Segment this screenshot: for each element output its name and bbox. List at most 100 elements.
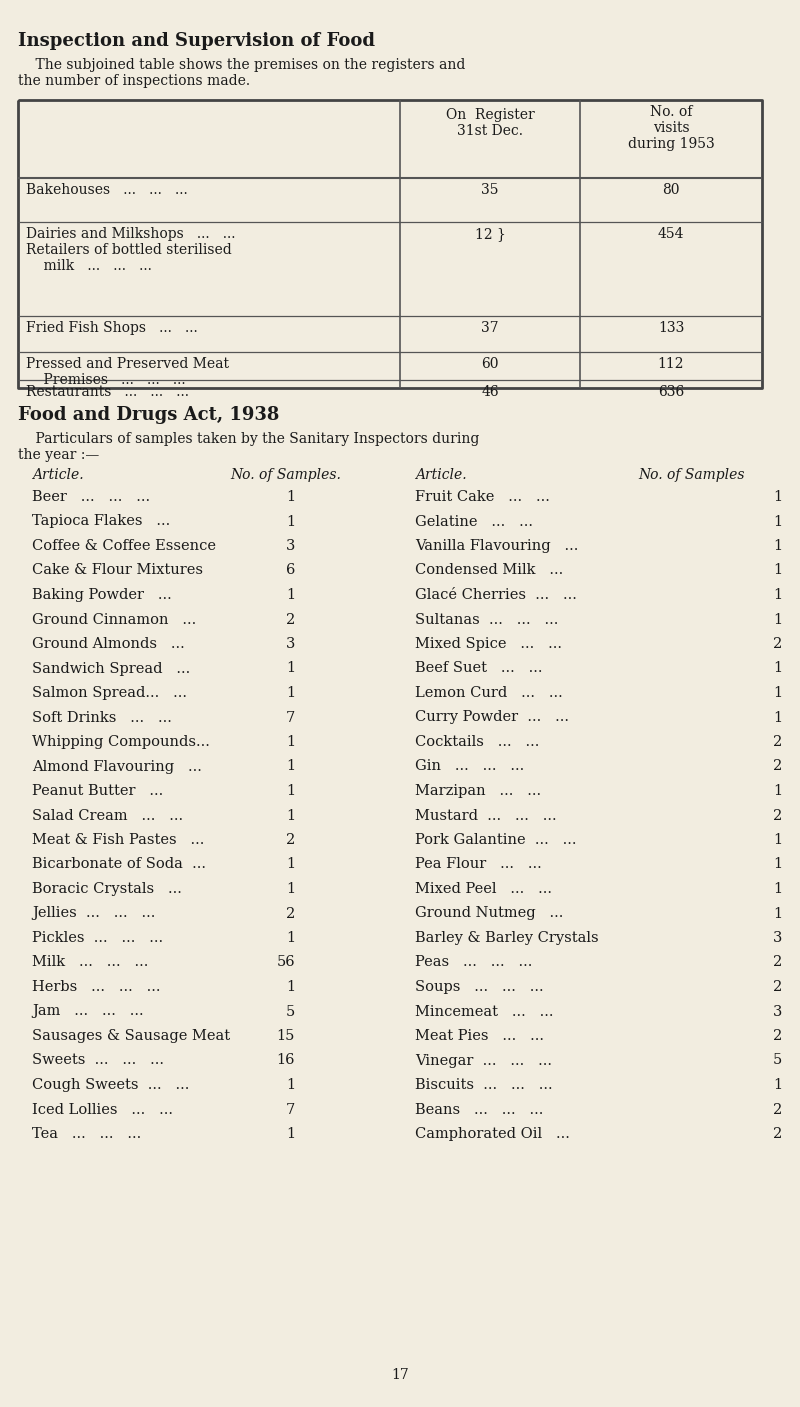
- Text: 1: 1: [286, 734, 295, 749]
- Text: 1: 1: [773, 906, 782, 920]
- Text: 1: 1: [286, 981, 295, 993]
- Text: Beer   ...   ...   ...: Beer ... ... ...: [32, 490, 150, 504]
- Text: No. of Samples: No. of Samples: [638, 469, 745, 483]
- Text: 1: 1: [286, 661, 295, 675]
- Text: The subjoined table shows the premises on the registers and: The subjoined table shows the premises o…: [18, 58, 466, 72]
- Text: Soups   ...   ...   ...: Soups ... ... ...: [415, 981, 544, 993]
- Text: 2: 2: [773, 981, 782, 993]
- Text: 56: 56: [276, 955, 295, 969]
- Text: Sausages & Sausage Meat: Sausages & Sausage Meat: [32, 1029, 230, 1043]
- Text: Ground Almonds   ...: Ground Almonds ...: [32, 637, 185, 651]
- Text: Mixed Peel   ...   ...: Mixed Peel ... ...: [415, 882, 552, 896]
- Text: 5: 5: [286, 1005, 295, 1019]
- Text: 1: 1: [286, 784, 295, 798]
- Text: 3: 3: [773, 1005, 782, 1019]
- Text: Bakehouses   ...   ...   ...: Bakehouses ... ... ...: [26, 183, 188, 197]
- Text: 1: 1: [773, 490, 782, 504]
- Text: 1: 1: [286, 1078, 295, 1092]
- Text: No. of
visits
during 1953: No. of visits during 1953: [628, 106, 714, 152]
- Text: 15: 15: [277, 1029, 295, 1043]
- Text: Salmon Spread...   ...: Salmon Spread... ...: [32, 687, 187, 701]
- Text: Cake & Flour Mixtures: Cake & Flour Mixtures: [32, 563, 203, 577]
- Text: 6: 6: [286, 563, 295, 577]
- Text: Camphorated Oil   ...: Camphorated Oil ...: [415, 1127, 570, 1141]
- Text: 2: 2: [773, 734, 782, 749]
- Text: 1: 1: [773, 563, 782, 577]
- Text: 17: 17: [391, 1368, 409, 1382]
- Text: 2: 2: [773, 1029, 782, 1043]
- Text: Meat & Fish Pastes   ...: Meat & Fish Pastes ...: [32, 833, 204, 847]
- Text: Biscuits  ...   ...   ...: Biscuits ... ... ...: [415, 1078, 553, 1092]
- Text: 3: 3: [286, 637, 295, 651]
- Text: 133: 133: [658, 321, 684, 335]
- Text: 46: 46: [481, 386, 499, 400]
- Text: 1: 1: [286, 760, 295, 774]
- Text: Inspection and Supervision of Food: Inspection and Supervision of Food: [18, 32, 375, 51]
- Text: On  Register
31st Dec.: On Register 31st Dec.: [446, 108, 534, 138]
- Text: 1: 1: [286, 931, 295, 946]
- Text: Fruit Cake   ...   ...: Fruit Cake ... ...: [415, 490, 550, 504]
- Text: Pea Flour   ...   ...: Pea Flour ... ...: [415, 857, 542, 871]
- Text: Cocktails   ...   ...: Cocktails ... ...: [415, 734, 539, 749]
- Text: Jam   ...   ...   ...: Jam ... ... ...: [32, 1005, 144, 1019]
- Text: 16: 16: [277, 1054, 295, 1068]
- Text: Vanilla Flavouring   ...: Vanilla Flavouring ...: [415, 539, 578, 553]
- Text: Tea   ...   ...   ...: Tea ... ... ...: [32, 1127, 142, 1141]
- Text: 7: 7: [286, 711, 295, 725]
- Text: 1: 1: [286, 515, 295, 529]
- Text: Mincemeat   ...   ...: Mincemeat ... ...: [415, 1005, 554, 1019]
- Text: 1: 1: [773, 588, 782, 602]
- Text: 1: 1: [773, 711, 782, 725]
- Text: 2: 2: [773, 1103, 782, 1117]
- Text: Ground Nutmeg   ...: Ground Nutmeg ...: [415, 906, 563, 920]
- Text: 2: 2: [286, 833, 295, 847]
- Text: 454: 454: [658, 227, 684, 241]
- Text: 2: 2: [773, 809, 782, 823]
- Text: Barley & Barley Crystals: Barley & Barley Crystals: [415, 931, 598, 946]
- Text: Sultanas  ...   ...   ...: Sultanas ... ... ...: [415, 612, 558, 626]
- Text: 2: 2: [286, 612, 295, 626]
- Text: Cough Sweets  ...   ...: Cough Sweets ... ...: [32, 1078, 190, 1092]
- Text: Gelatine   ...   ...: Gelatine ... ...: [415, 515, 533, 529]
- Text: 1: 1: [286, 1127, 295, 1141]
- Text: Peanut Butter   ...: Peanut Butter ...: [32, 784, 163, 798]
- Text: Vinegar  ...   ...   ...: Vinegar ... ... ...: [415, 1054, 552, 1068]
- Text: 636: 636: [658, 386, 684, 400]
- Text: 7: 7: [286, 1103, 295, 1117]
- Text: Article.: Article.: [32, 469, 84, 483]
- Text: Baking Powder   ...: Baking Powder ...: [32, 588, 172, 602]
- Text: 2: 2: [773, 637, 782, 651]
- Text: Glacé Cherries  ...   ...: Glacé Cherries ... ...: [415, 588, 577, 602]
- Text: 35: 35: [482, 183, 498, 197]
- Text: 2: 2: [773, 955, 782, 969]
- Text: Sandwich Spread   ...: Sandwich Spread ...: [32, 661, 190, 675]
- Text: Mixed Spice   ...   ...: Mixed Spice ... ...: [415, 637, 562, 651]
- Text: 1: 1: [286, 882, 295, 896]
- Text: the number of inspections made.: the number of inspections made.: [18, 75, 250, 89]
- Text: Boracic Crystals   ...: Boracic Crystals ...: [32, 882, 182, 896]
- Text: 5: 5: [773, 1054, 782, 1068]
- Text: 1: 1: [286, 809, 295, 823]
- Text: 1: 1: [773, 857, 782, 871]
- Text: Particulars of samples taken by the Sanitary Inspectors during: Particulars of samples taken by the Sani…: [18, 432, 479, 446]
- Text: Bicarbonate of Soda  ...: Bicarbonate of Soda ...: [32, 857, 206, 871]
- Text: Sweets  ...   ...   ...: Sweets ... ... ...: [32, 1054, 164, 1068]
- Text: 60: 60: [482, 357, 498, 371]
- Text: Almond Flavouring   ...: Almond Flavouring ...: [32, 760, 202, 774]
- Text: the year :—: the year :—: [18, 447, 99, 461]
- Text: Whipping Compounds...: Whipping Compounds...: [32, 734, 210, 749]
- Text: 1: 1: [286, 490, 295, 504]
- Text: 1: 1: [773, 784, 782, 798]
- Text: 1: 1: [773, 515, 782, 529]
- Text: Dairies and Milkshops   ...   ...
Retailers of bottled sterilised
    milk   ...: Dairies and Milkshops ... ... Retailers …: [26, 227, 235, 273]
- Text: 1: 1: [773, 539, 782, 553]
- Text: Beans   ...   ...   ...: Beans ... ... ...: [415, 1103, 543, 1117]
- Text: 1: 1: [286, 687, 295, 701]
- Text: 2: 2: [286, 906, 295, 920]
- Text: Tapioca Flakes   ...: Tapioca Flakes ...: [32, 515, 170, 529]
- Text: Marzipan   ...   ...: Marzipan ... ...: [415, 784, 541, 798]
- Text: 2: 2: [773, 760, 782, 774]
- Text: 80: 80: [662, 183, 680, 197]
- Text: 3: 3: [773, 931, 782, 946]
- Text: 1: 1: [773, 833, 782, 847]
